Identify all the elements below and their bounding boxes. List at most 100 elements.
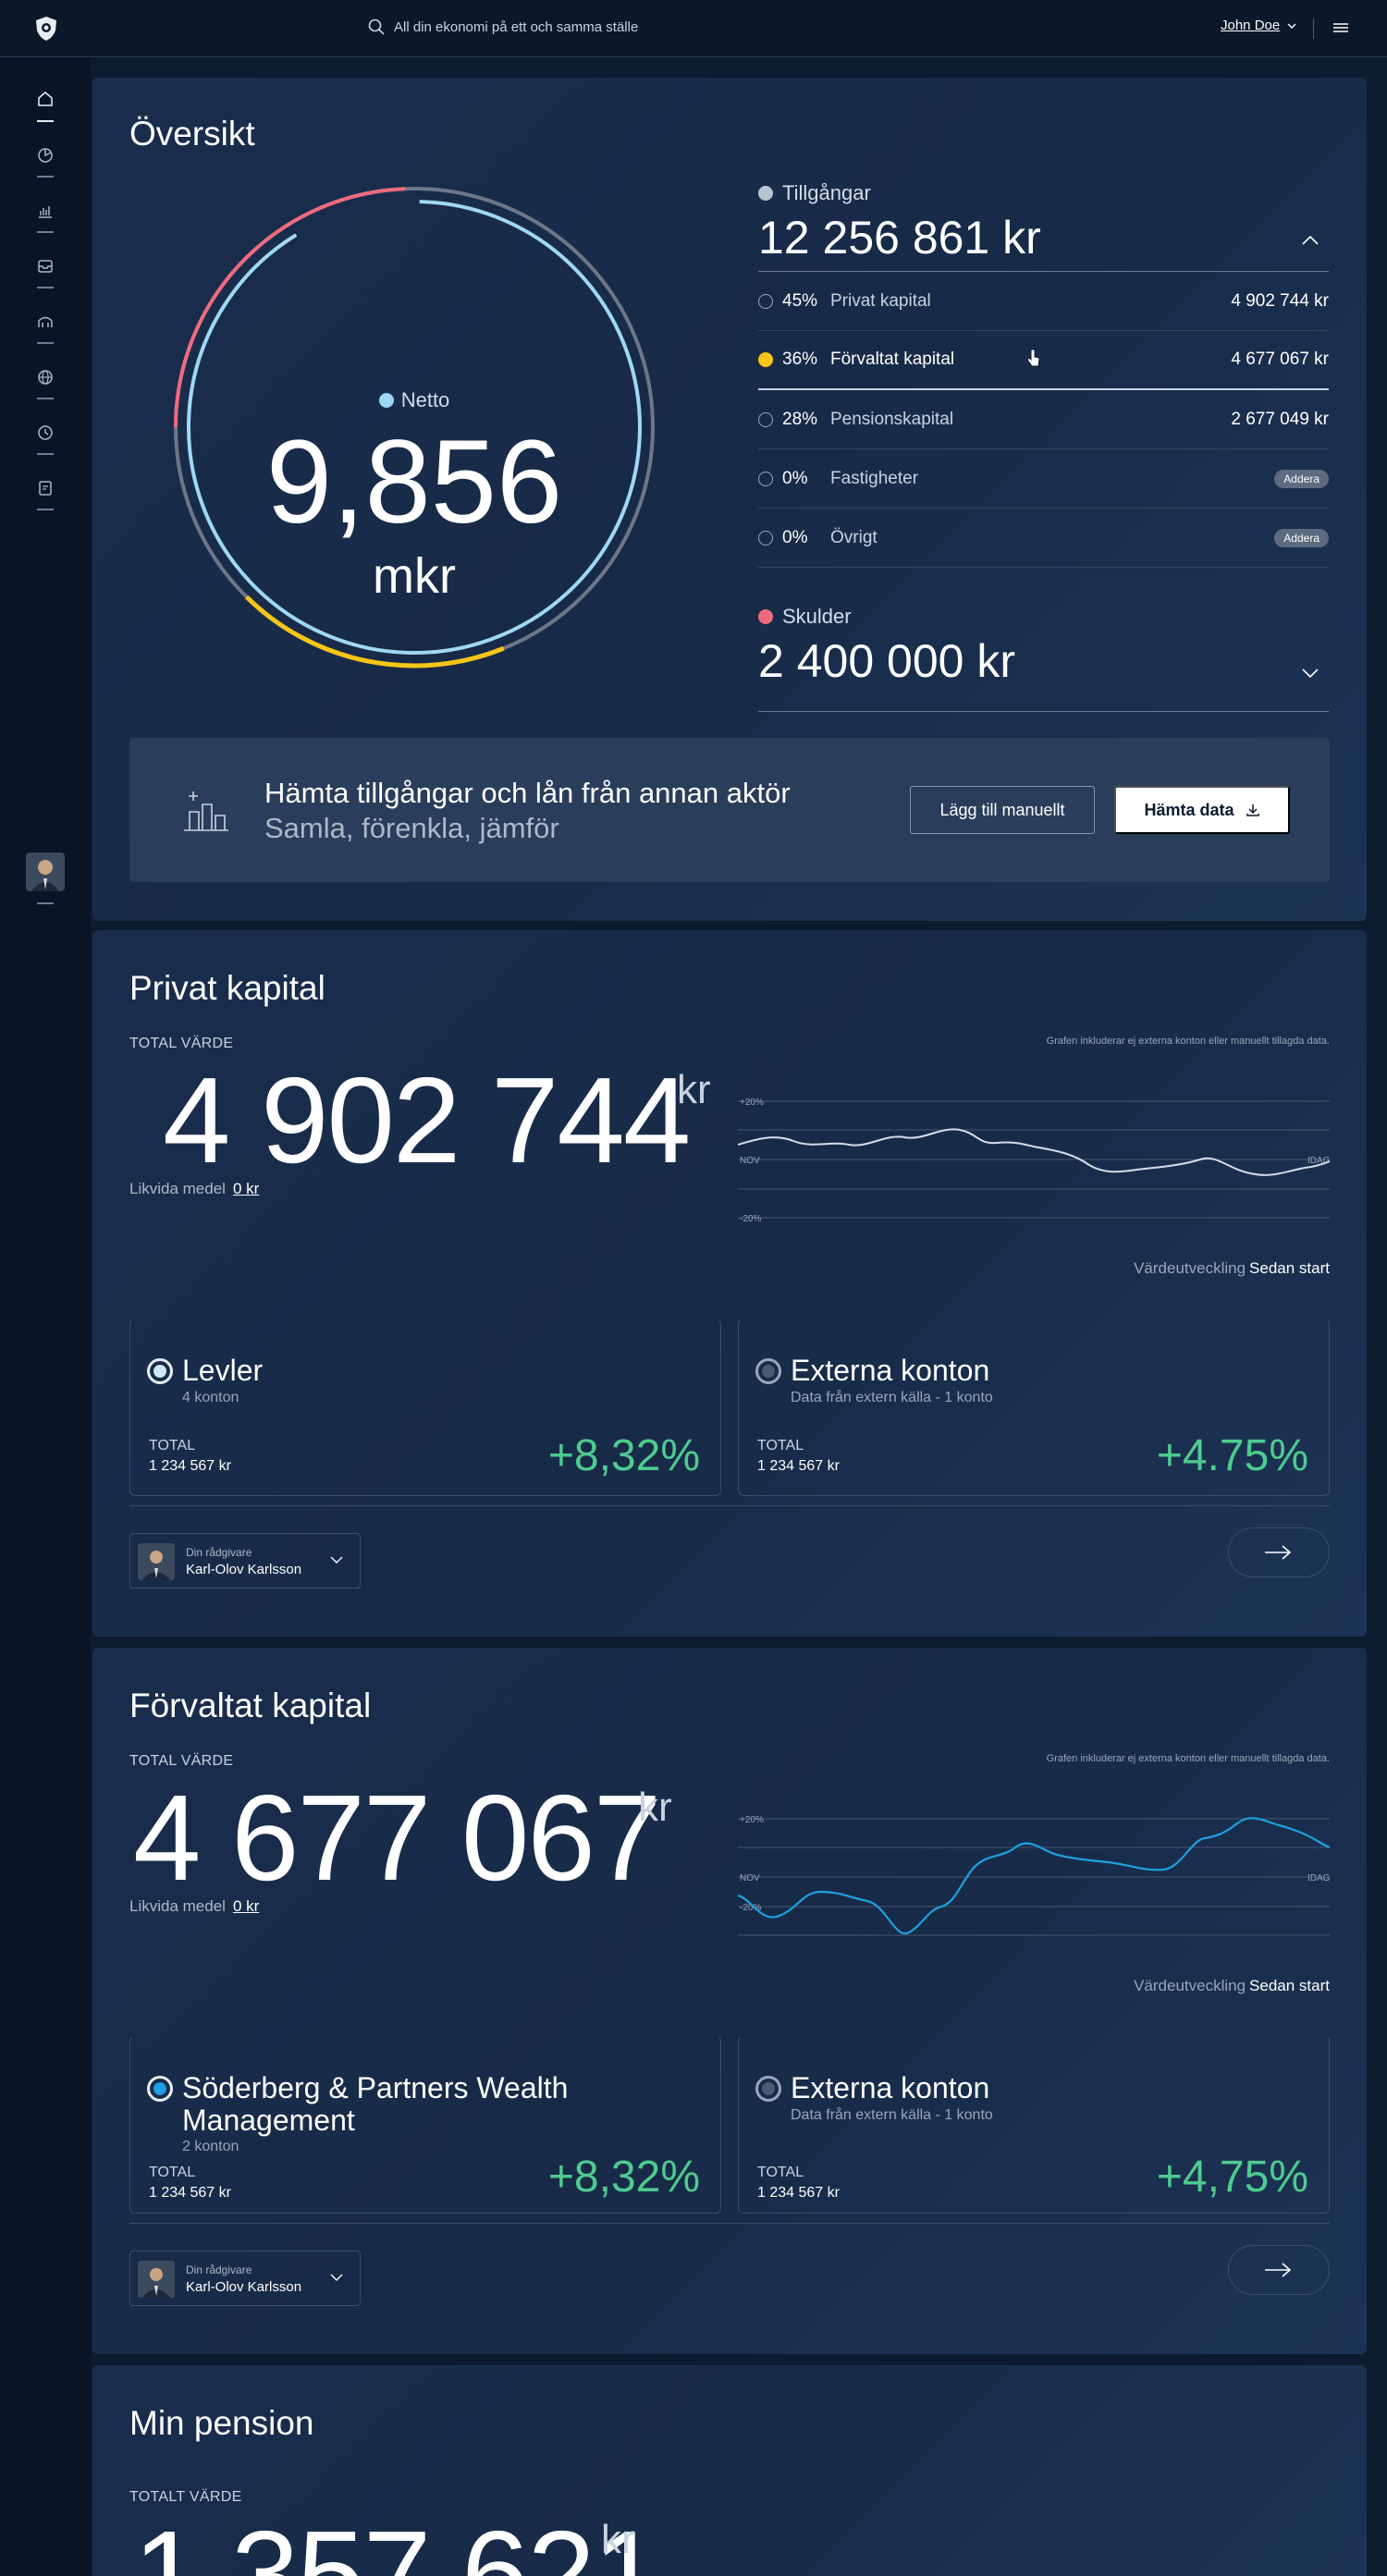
pointer-cursor-icon xyxy=(1026,349,1040,367)
chevron-up-icon[interactable] xyxy=(1301,235,1319,246)
avatar[interactable] xyxy=(26,853,65,891)
performance-period[interactable]: Sedan start xyxy=(1249,1977,1330,1994)
overview-card: Översikt Netto 9,856 mkr Tillgångar 12 2… xyxy=(92,78,1367,921)
asset-name: Förvaltat kapital xyxy=(830,350,955,369)
performance-line xyxy=(738,1817,1330,1935)
sidebar-divider xyxy=(37,231,54,233)
sidebar-divider xyxy=(37,287,54,288)
top-bar: All din ekonomi på ett och samma ställe … xyxy=(0,0,1387,57)
account-change: +4,75% xyxy=(1156,2153,1308,2202)
radio-icon[interactable] xyxy=(755,2076,781,2102)
advisor-label: Din rådgivare xyxy=(186,2263,252,2276)
total-value: 1 357 621 xyxy=(133,2506,661,2576)
netto-unit: mkr xyxy=(373,548,456,604)
user-menu[interactable]: John Doe xyxy=(1221,18,1296,33)
total-value-label: TOTAL VÄRDE xyxy=(129,1753,234,1769)
search-bar[interactable]: All din ekonomi på ett och samma ställe xyxy=(368,18,638,35)
asset-item-ovrigt[interactable]: 0% Övrigt Addera xyxy=(758,509,1329,568)
fetch-data-banner: Hämta tillgångar och lån från annan aktö… xyxy=(129,738,1330,882)
liquid-funds-label: Likvida medel xyxy=(129,1180,226,1197)
account-title: Söderberg & Partners Wealth Management xyxy=(182,2071,569,2137)
search-icon xyxy=(368,18,385,35)
liquid-funds-value[interactable]: 0 kr xyxy=(232,1897,260,1915)
add-button[interactable]: Addera xyxy=(1274,528,1329,547)
radio-fill xyxy=(153,2082,166,2095)
section-divider xyxy=(129,2223,1330,2224)
chevron-down-icon xyxy=(1287,23,1296,29)
inbox-icon[interactable] xyxy=(34,255,56,277)
advisor-selector[interactable]: Din rådgivare Karl-Olov Karlsson xyxy=(129,2251,361,2306)
sidebar-divider xyxy=(37,509,54,510)
bank-icon[interactable] xyxy=(34,311,56,333)
asset-value: 4 902 744 kr xyxy=(1231,290,1329,311)
section-title: Privat kapital xyxy=(129,969,325,1007)
chevron-down-icon xyxy=(330,2274,343,2281)
advisor-selector[interactable]: Din rådgivare Karl-Olov Karlsson xyxy=(129,1533,361,1589)
radio-icon xyxy=(758,293,773,309)
arrow-right-icon xyxy=(1265,1545,1292,1560)
home-icon[interactable] xyxy=(34,88,56,110)
advisor-avatar xyxy=(138,2261,175,2298)
account-card-externa-konton[interactable]: Externa konton Data från extern källa - … xyxy=(738,1319,1330,1496)
assets-label-text: Tillgångar xyxy=(782,181,871,204)
radio-fill xyxy=(762,2082,775,2095)
clock-icon[interactable] xyxy=(34,422,56,444)
add-button[interactable]: Addera xyxy=(1274,469,1329,488)
document-icon[interactable] xyxy=(34,477,56,499)
user-name[interactable]: John Doe xyxy=(1221,18,1281,33)
account-card-externa-konton[interactable]: Externa konton Data från extern källa - … xyxy=(738,2036,1330,2214)
assets-panel: Tillgångar 12 256 861 kr 45% Privat kapi… xyxy=(758,181,1329,568)
bar-chart-icon[interactable] xyxy=(34,200,56,222)
add-manually-button[interactable]: Lägg till manuellt xyxy=(910,786,1095,834)
account-card-soderberg-partners[interactable]: Söderberg & Partners Wealth Management 2… xyxy=(129,2036,721,2214)
sidebar-divider xyxy=(37,342,54,344)
radio-icon xyxy=(758,411,773,427)
chevron-down-icon[interactable] xyxy=(1301,668,1319,679)
performance-period[interactable]: Sedan start xyxy=(1249,1259,1330,1277)
assets-total-row[interactable]: 12 256 861 kr xyxy=(758,211,1329,272)
asset-item-forvaltat-kapital[interactable]: 36% Förvaltat kapital 4 677 067 kr xyxy=(758,331,1329,390)
netto-label: Netto xyxy=(165,388,664,412)
asset-pct: 0% xyxy=(782,468,808,488)
pie-chart-icon[interactable] xyxy=(34,144,56,166)
liabilities-total-row[interactable]: 2 400 000 kr xyxy=(758,634,1329,712)
liabilities-panel: Skulder 2 400 000 kr xyxy=(758,605,1329,712)
advisor-name: Karl-Olov Karlsson xyxy=(186,1562,302,1577)
account-total-value: 1 234 567 kr xyxy=(757,1458,840,1474)
search-placeholder[interactable]: All din ekonomi på ett och samma ställe xyxy=(394,18,639,35)
go-to-privat-kapital-button[interactable] xyxy=(1228,1527,1330,1577)
radio-selected-icon[interactable] xyxy=(147,1358,173,1384)
liquid-funds: Likvida medel 0 kr xyxy=(129,1897,259,1916)
liquid-funds-value[interactable]: 0 kr xyxy=(232,1180,260,1197)
asset-item-privat-kapital[interactable]: 45% Privat kapital 4 902 744 kr xyxy=(758,272,1329,331)
netto-ring-chart xyxy=(173,186,656,669)
forvaltat-kapital-card: Förvaltat kapital TOTAL VÄRDE 4 677 067 … xyxy=(92,1648,1367,2354)
arrow-right-icon xyxy=(1265,2263,1292,2277)
asset-item-fastigheter[interactable]: 0% Fastigheter Addera xyxy=(758,449,1329,509)
performance-label: Värdeutveckling xyxy=(1134,1259,1246,1277)
total-value-label: TOTAL VÄRDE xyxy=(129,1036,234,1051)
go-to-forvaltat-kapital-button[interactable] xyxy=(1228,2245,1330,2295)
sidebar-divider xyxy=(37,398,54,399)
radio-icon[interactable] xyxy=(755,1358,781,1384)
hamburger-menu-icon[interactable] xyxy=(1332,20,1349,35)
asset-pct: 36% xyxy=(782,350,818,369)
chart-note: Grafen inkluderar ej externa konton elle… xyxy=(1046,1753,1330,1764)
account-card-levler[interactable]: Levler 4 konton TOTAL 1 234 567 kr +8,32… xyxy=(129,1319,721,1496)
section-divider xyxy=(129,1505,1330,1506)
account-title: Externa konton xyxy=(791,1354,990,1387)
asset-item-pensionskapital[interactable]: 28% Pensionskapital 2 677 049 kr xyxy=(758,390,1329,449)
performance-chart: +20% NOV -20% IDAG xyxy=(738,1815,1330,1936)
logo-icon[interactable] xyxy=(34,16,58,42)
performance-selector[interactable]: Värdeutveckling Sedan start xyxy=(1134,1977,1330,1995)
asset-value: 4 677 067 kr xyxy=(1231,350,1329,369)
performance-selector[interactable]: Värdeutveckling Sedan start xyxy=(1134,1259,1330,1278)
total-value-unit: kr xyxy=(677,1067,711,1112)
chart-label-mid: NOV xyxy=(740,1873,760,1883)
liabilities-label-text: Skulder xyxy=(782,605,852,628)
fetch-data-button[interactable]: Hämta data xyxy=(1114,786,1290,834)
radio-selected-icon[interactable] xyxy=(147,2076,173,2102)
account-title: Externa konton xyxy=(791,2071,990,2104)
account-total-label: TOTAL xyxy=(757,1438,804,1454)
globe-icon[interactable] xyxy=(34,366,56,388)
